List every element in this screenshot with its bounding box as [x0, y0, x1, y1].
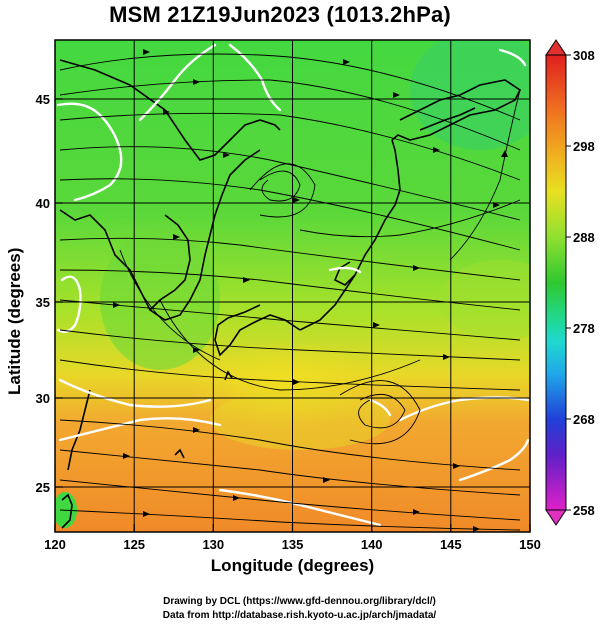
- x-tick-140: 140: [361, 537, 383, 552]
- y-tick-35: 35: [36, 295, 50, 310]
- axis-ticks: [54, 98, 531, 532]
- colorbar-tick-298: 298: [573, 139, 595, 154]
- y-tick-40: 40: [36, 196, 50, 211]
- map-title: MSM 21Z19Jun2023 (1013.2hPa): [109, 2, 451, 27]
- x-tick-labels: 120 125 130 135 140 145 150: [44, 537, 541, 552]
- credit-data: Data from http://database.rish.kyoto-u.a…: [162, 610, 437, 621]
- wind-streamlines: [59, 53, 521, 531]
- x-tick-125: 125: [123, 537, 145, 552]
- colorbar-tick-258: 258: [573, 503, 595, 518]
- colorbar-tick-308: 308: [573, 48, 595, 63]
- coastlines: [59, 59, 522, 529]
- colorbar-tick-288: 288: [573, 230, 595, 245]
- credit-drawing: Drawing by DCL (https://www.gfd-dennou.o…: [163, 596, 436, 607]
- colorbar: 308 298 288 278 268 258: [545, 39, 595, 526]
- x-tick-120: 120: [44, 537, 66, 552]
- y-tick-30: 30: [36, 391, 50, 406]
- y-tick-25: 25: [36, 480, 50, 495]
- y-tick-45: 45: [36, 92, 50, 107]
- graticule: [55, 40, 530, 532]
- x-tick-130: 130: [202, 537, 224, 552]
- x-axis-label: Longitude (degrees): [210, 556, 375, 575]
- x-tick-145: 145: [440, 537, 462, 552]
- wind-arrowheads: [113, 49, 508, 532]
- colorbar-tick-268: 268: [573, 412, 595, 427]
- x-tick-150: 150: [519, 537, 541, 552]
- x-tick-135: 135: [282, 537, 304, 552]
- colorbar-tick-278: 278: [573, 321, 595, 336]
- y-tick-labels: 25 30 35 40 45: [36, 92, 50, 495]
